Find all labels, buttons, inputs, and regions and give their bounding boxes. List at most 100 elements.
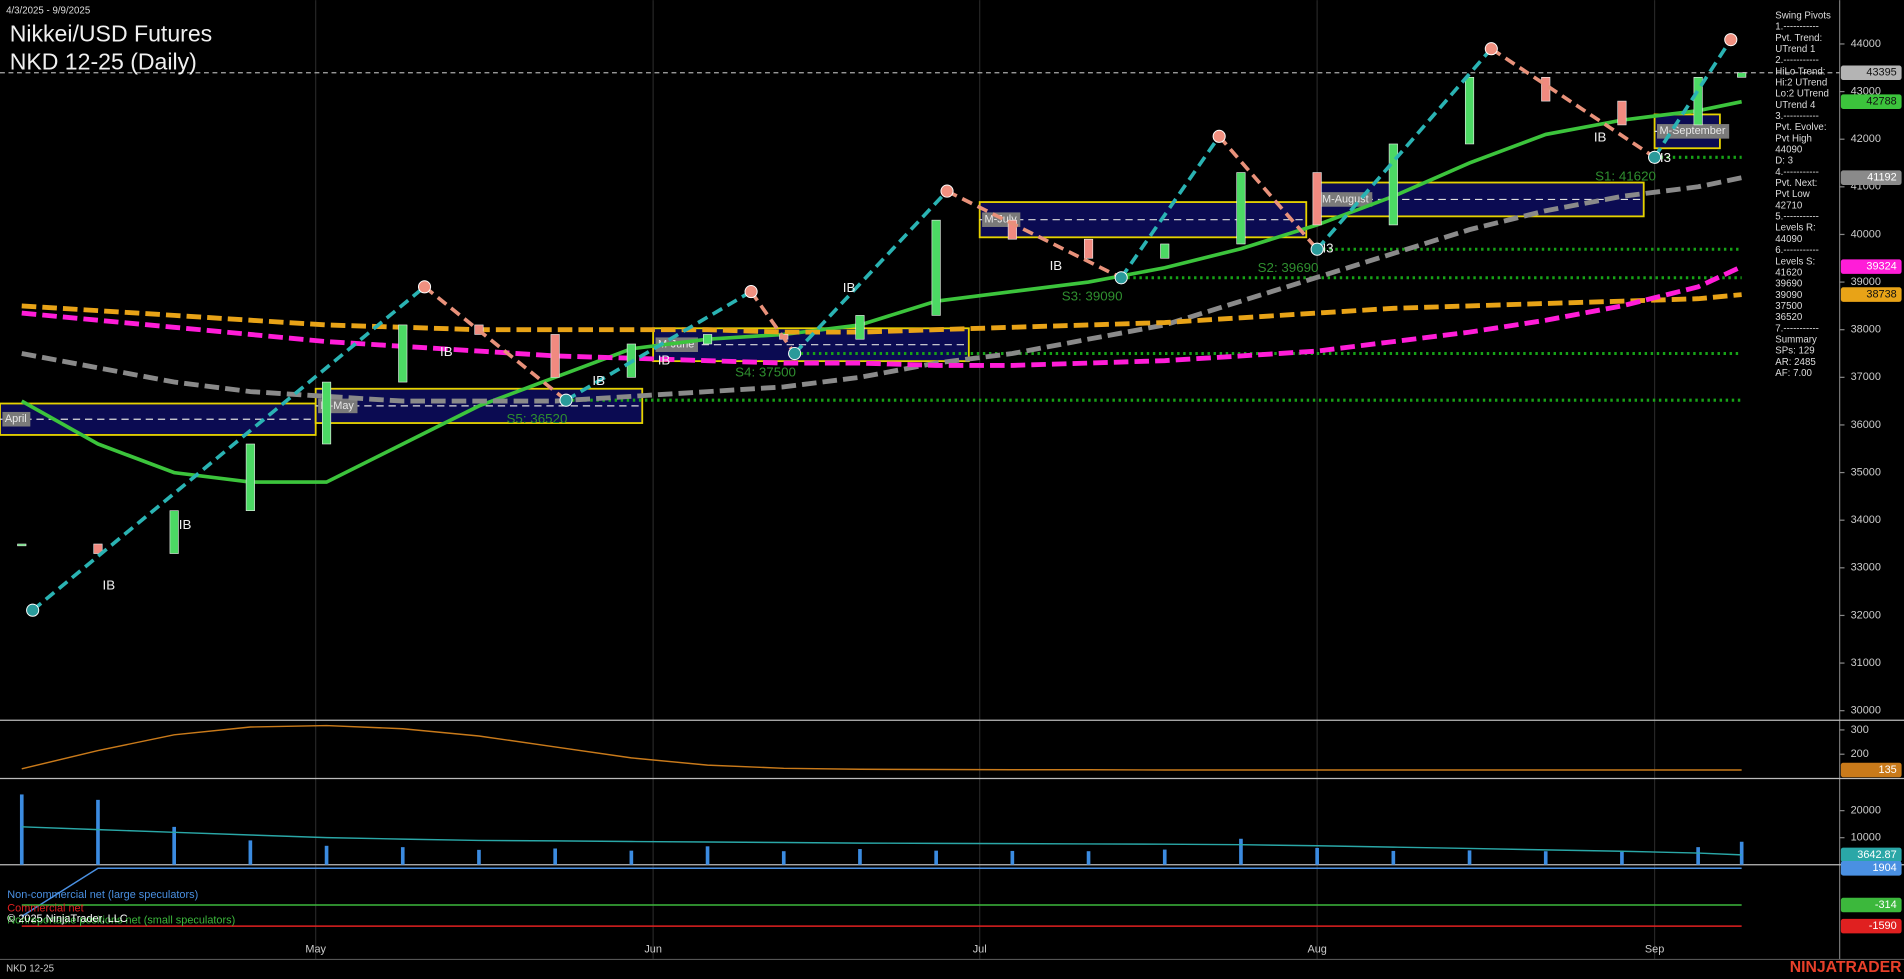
pattern-annotation: IB	[658, 353, 671, 368]
volume-bar	[705, 846, 710, 865]
volume-bar	[96, 799, 100, 865]
volume-bar	[1739, 841, 1744, 865]
volume-bar	[19, 794, 24, 865]
volume-bar	[1239, 838, 1243, 865]
volume-bar	[553, 848, 557, 865]
swing-leg	[793, 189, 949, 355]
pivot-info-line: Levels R:	[1775, 223, 1815, 234]
legend-entry: Non-commercial net (large speculators)	[7, 889, 198, 901]
volume-bar	[629, 850, 634, 865]
price-candle	[398, 324, 408, 383]
y-tick-label: 10000	[1851, 832, 1881, 844]
volume-bar	[400, 847, 405, 865]
y-tick-label: 36000	[1851, 419, 1881, 431]
box-label: April	[5, 413, 27, 425]
pattern-annotation: IB	[1594, 129, 1607, 144]
pivot-info-line: 39690	[1775, 279, 1803, 290]
price-candle	[1007, 219, 1017, 240]
swing-pivot	[788, 346, 802, 361]
pattern-annotation: I3	[1322, 241, 1333, 256]
volume-bar	[172, 826, 176, 865]
y-tick-label: 37000	[1851, 371, 1881, 383]
value-tag	[1840, 918, 1902, 934]
pivot-info-line: 1.-----------	[1775, 22, 1819, 33]
price-candle	[703, 334, 713, 345]
series-line	[21, 867, 1742, 917]
price-candle	[1693, 76, 1703, 126]
support-label: S2: 39690	[1258, 260, 1319, 275]
volume-bar	[1315, 847, 1319, 865]
price-candle	[1312, 172, 1322, 226]
price-candle	[1464, 76, 1475, 145]
pattern-annotation: IB	[179, 517, 192, 532]
y-tick-label: 30000	[1851, 705, 1881, 717]
chart-title: Nikkei/USD Futures	[10, 20, 212, 46]
pivot-info-line: D: 3	[1775, 156, 1793, 167]
swing-pivot	[417, 280, 432, 294]
value-tag	[1840, 259, 1902, 274]
pattern-annotation: IB	[440, 344, 453, 359]
swing-pivot	[1648, 150, 1662, 164]
legend-entry: Commercial net	[7, 902, 83, 914]
series-line	[21, 826, 1742, 856]
price-candle	[1236, 172, 1246, 245]
x-tick-label: Jul	[973, 944, 987, 956]
price-candle	[17, 543, 27, 547]
volume-bar	[477, 849, 481, 865]
series-line	[20, 99, 1743, 484]
swing-leg	[565, 290, 753, 402]
y-tick-label: 33000	[1851, 562, 1881, 574]
pivot-info-line: Swing Pivots	[1775, 10, 1831, 21]
swing-pivot	[1212, 129, 1226, 143]
series-line	[21, 724, 1742, 771]
value-tag	[1840, 94, 1902, 109]
pivot-info-line: Hi:2 UTrend	[1775, 78, 1827, 89]
price-candle	[169, 510, 179, 554]
volume-bar	[1620, 851, 1624, 865]
volume-bar	[1086, 851, 1091, 865]
pivot-info-line: Pvt. Evolve:	[1775, 122, 1826, 133]
value-tag	[1840, 847, 1902, 863]
y-tick-label: 39000	[1851, 276, 1881, 288]
pivot-info-line: 2.-----------	[1775, 55, 1819, 66]
price-candle	[93, 543, 103, 554]
pivot-info-line: 44090	[1775, 145, 1803, 156]
pivot-info-line: HiLo Trend:	[1775, 66, 1825, 77]
value-tag	[1840, 762, 1902, 778]
legend-entry: Nonreportable positions net (small specu…	[7, 914, 235, 926]
pivot-info-line: 6.-----------	[1775, 245, 1819, 256]
value-tag-label: 1904	[1872, 862, 1896, 874]
swing-pivot	[1724, 33, 1738, 47]
pivot-info-line: 5.-----------	[1775, 212, 1819, 223]
price-candle	[855, 315, 865, 340]
pivot-info-line: AF: 7.00	[1775, 368, 1812, 379]
price-candle	[931, 219, 941, 316]
volume-bar	[324, 845, 329, 865]
swing-pivot	[1484, 42, 1498, 56]
y-tick-label: 34000	[1851, 514, 1881, 526]
price-candle	[1160, 243, 1170, 259]
pivot-info-line: Pvt Low	[1775, 189, 1811, 200]
value-tag-label: 42788	[1866, 96, 1896, 108]
box-label: M-September	[1659, 125, 1725, 137]
value-tag	[1840, 170, 1902, 185]
volume-bar	[1391, 850, 1396, 865]
support-label: S3: 39090	[1062, 289, 1123, 304]
swing-pivot	[1114, 271, 1128, 285]
pivot-info-line: UTrend 1	[1775, 44, 1815, 55]
volume-bar	[1696, 847, 1700, 865]
support-label: S1: 41620	[1595, 168, 1656, 183]
price-candle	[322, 381, 332, 445]
volume-bar	[1010, 850, 1015, 865]
volume-bar	[1162, 849, 1167, 865]
series-line	[21, 292, 1742, 335]
series-line	[21, 175, 1743, 404]
swing-pivot	[940, 184, 954, 198]
pivot-info-line: Pvt. Next:	[1775, 178, 1817, 189]
pattern-annotation: IB	[592, 373, 605, 388]
pivot-info-line: Pvt High	[1775, 133, 1812, 144]
swing-leg	[946, 189, 1123, 280]
swing-leg	[1653, 38, 1733, 159]
